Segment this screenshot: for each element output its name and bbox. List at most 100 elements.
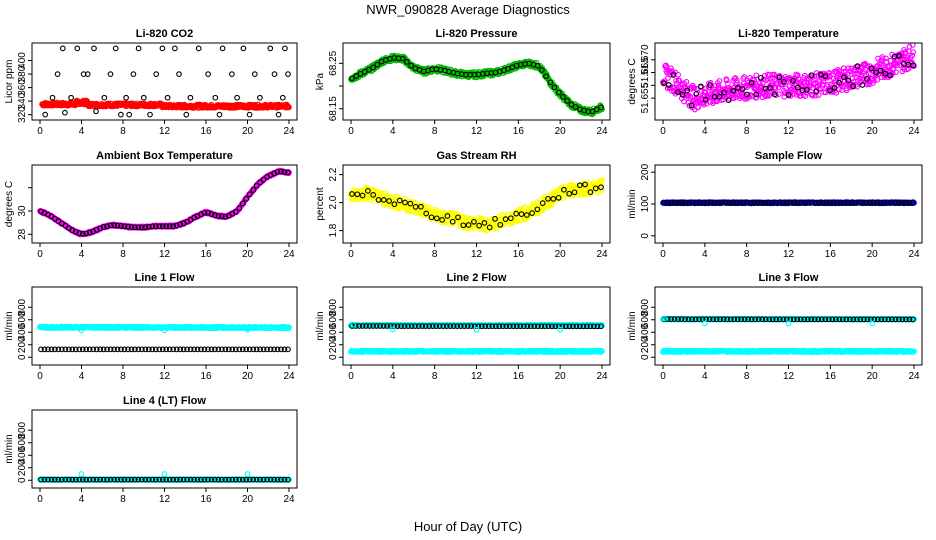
average-point bbox=[139, 346, 145, 353]
dense-point bbox=[870, 77, 877, 84]
average-point bbox=[708, 199, 714, 206]
x-axis: 0 4 8 12 16 20 24 bbox=[660, 120, 920, 137]
average-point bbox=[486, 224, 493, 231]
average-point bbox=[888, 199, 895, 206]
dense-point bbox=[286, 324, 292, 331]
series-average bbox=[42, 45, 291, 118]
dense-point bbox=[866, 81, 873, 88]
average-point bbox=[86, 229, 93, 236]
average-point bbox=[690, 199, 696, 206]
average-point bbox=[97, 346, 104, 353]
series-dense bbox=[660, 43, 917, 113]
average-point bbox=[884, 199, 891, 206]
average-point bbox=[278, 346, 284, 353]
data-point bbox=[135, 45, 142, 52]
data-point bbox=[212, 94, 219, 101]
average-point bbox=[41, 346, 48, 353]
dense-point bbox=[514, 218, 521, 224]
average-point bbox=[173, 222, 180, 229]
x-tick-label: 24 bbox=[908, 126, 920, 137]
average-point bbox=[260, 176, 267, 183]
average-point bbox=[208, 211, 215, 217]
average-point bbox=[142, 224, 149, 231]
average-point bbox=[152, 346, 159, 353]
dense-point bbox=[687, 93, 694, 100]
y-tick-label: 320 bbox=[17, 106, 28, 123]
average-point bbox=[848, 199, 855, 206]
data-point bbox=[187, 94, 194, 101]
plot-area bbox=[39, 45, 292, 118]
average-point bbox=[543, 73, 549, 80]
average-point bbox=[285, 169, 291, 176]
average-point bbox=[863, 199, 869, 206]
dense-point bbox=[556, 195, 563, 202]
average-point bbox=[86, 346, 93, 353]
average-point bbox=[135, 346, 142, 353]
average-point bbox=[79, 231, 86, 237]
series-average bbox=[349, 181, 604, 231]
average-point bbox=[822, 73, 829, 80]
dense-point bbox=[911, 63, 917, 69]
data-point bbox=[130, 71, 137, 77]
y-axis: 1.82.02.2 bbox=[328, 167, 343, 238]
dense-point bbox=[843, 87, 850, 94]
average-point bbox=[773, 199, 779, 206]
data-point bbox=[257, 94, 263, 101]
y-tick-label: 340 bbox=[17, 92, 28, 109]
dense-point bbox=[846, 84, 853, 91]
x-tick-label: 20 bbox=[867, 126, 879, 137]
average-point bbox=[163, 346, 170, 353]
plot-area bbox=[37, 167, 292, 238]
dense-point bbox=[598, 188, 605, 194]
average-point bbox=[180, 346, 187, 353]
y-tick-label: 28 bbox=[17, 228, 28, 240]
average-point bbox=[783, 199, 790, 206]
average-point bbox=[776, 74, 783, 81]
x-axis: 0 4 8 12 16 20 24 bbox=[348, 243, 608, 260]
average-point bbox=[423, 210, 430, 217]
x-tick-label: 24 bbox=[283, 371, 295, 382]
average-point bbox=[679, 199, 685, 206]
average-point bbox=[278, 168, 284, 175]
average-point bbox=[170, 223, 177, 230]
average-point bbox=[349, 191, 355, 197]
data-point bbox=[112, 45, 119, 52]
y-axis-label: ml/min bbox=[627, 189, 638, 218]
data-point bbox=[153, 71, 160, 77]
data-point bbox=[68, 94, 74, 101]
average-point bbox=[808, 72, 815, 79]
average-point bbox=[834, 199, 841, 206]
average-point bbox=[236, 346, 243, 353]
dense-point bbox=[809, 92, 816, 99]
x-tick-label: 24 bbox=[283, 126, 295, 137]
average-point bbox=[402, 199, 408, 206]
x-tick-label: 0 bbox=[37, 371, 43, 382]
average-point bbox=[850, 83, 856, 89]
average-point bbox=[281, 346, 288, 353]
average-point bbox=[52, 346, 58, 353]
average-point bbox=[902, 199, 909, 206]
average-point bbox=[555, 194, 562, 201]
average-point bbox=[852, 199, 859, 206]
average-point bbox=[38, 346, 44, 353]
average-point bbox=[132, 346, 138, 353]
average-point bbox=[79, 346, 86, 353]
dense-point bbox=[734, 77, 740, 84]
average-point bbox=[794, 199, 801, 206]
dense-point bbox=[809, 91, 815, 98]
x-tick-label: 8 bbox=[432, 126, 438, 137]
data-point bbox=[74, 45, 81, 52]
average-point bbox=[45, 346, 51, 353]
y-tick-label: 380 bbox=[17, 65, 28, 82]
data-point bbox=[219, 45, 226, 52]
average-point bbox=[97, 225, 104, 232]
x-tick-label: 4 bbox=[79, 126, 85, 137]
x-tick-label: 12 bbox=[471, 126, 483, 137]
average-point bbox=[836, 79, 843, 86]
y-tick-label: 200 bbox=[640, 163, 651, 180]
x-tick-label: 16 bbox=[513, 126, 525, 137]
plot-area bbox=[348, 52, 605, 118]
